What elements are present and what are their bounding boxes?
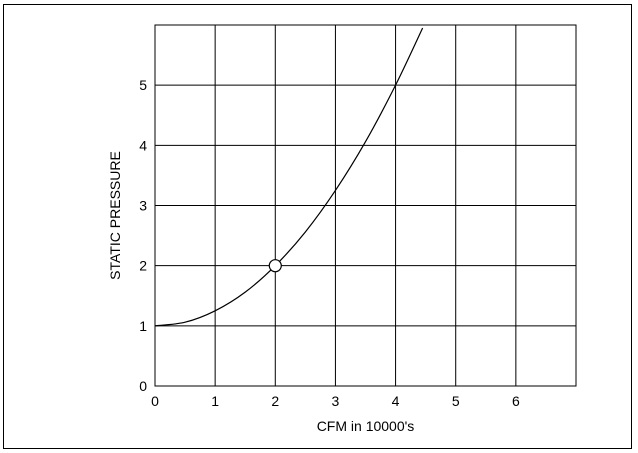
x-tick-label: 0 [151, 393, 159, 409]
x-axis-title: CFM in 10000's [317, 418, 415, 434]
y-tick-labels: 0 1 2 3 4 5 [139, 77, 147, 394]
x-tick-label: 2 [271, 393, 279, 409]
x-tick-label: 4 [392, 393, 400, 409]
x-tick-label: 1 [211, 393, 219, 409]
operating-point-marker [268, 259, 282, 273]
y-tick-label: 3 [139, 198, 147, 214]
x-tick-labels: 0 1 2 3 4 5 6 [151, 393, 520, 409]
y-tick-label: 0 [139, 378, 147, 394]
y-tick-label: 1 [139, 318, 147, 334]
plot-area [154, 24, 577, 387]
grid [155, 25, 576, 386]
y-axis-title: STATIC PRESSURE [107, 151, 123, 280]
x-tick-label: 5 [452, 393, 460, 409]
series-layer [154, 27, 424, 327]
x-tick-label: 3 [332, 393, 340, 409]
y-tick-label: 2 [139, 258, 147, 274]
y-tick-label: 4 [139, 137, 147, 153]
x-tick-label: 6 [512, 393, 520, 409]
chart-frame [3, 4, 632, 449]
marker-layer [268, 259, 282, 273]
series-line [154, 27, 424, 327]
y-tick-label: 5 [139, 77, 147, 93]
